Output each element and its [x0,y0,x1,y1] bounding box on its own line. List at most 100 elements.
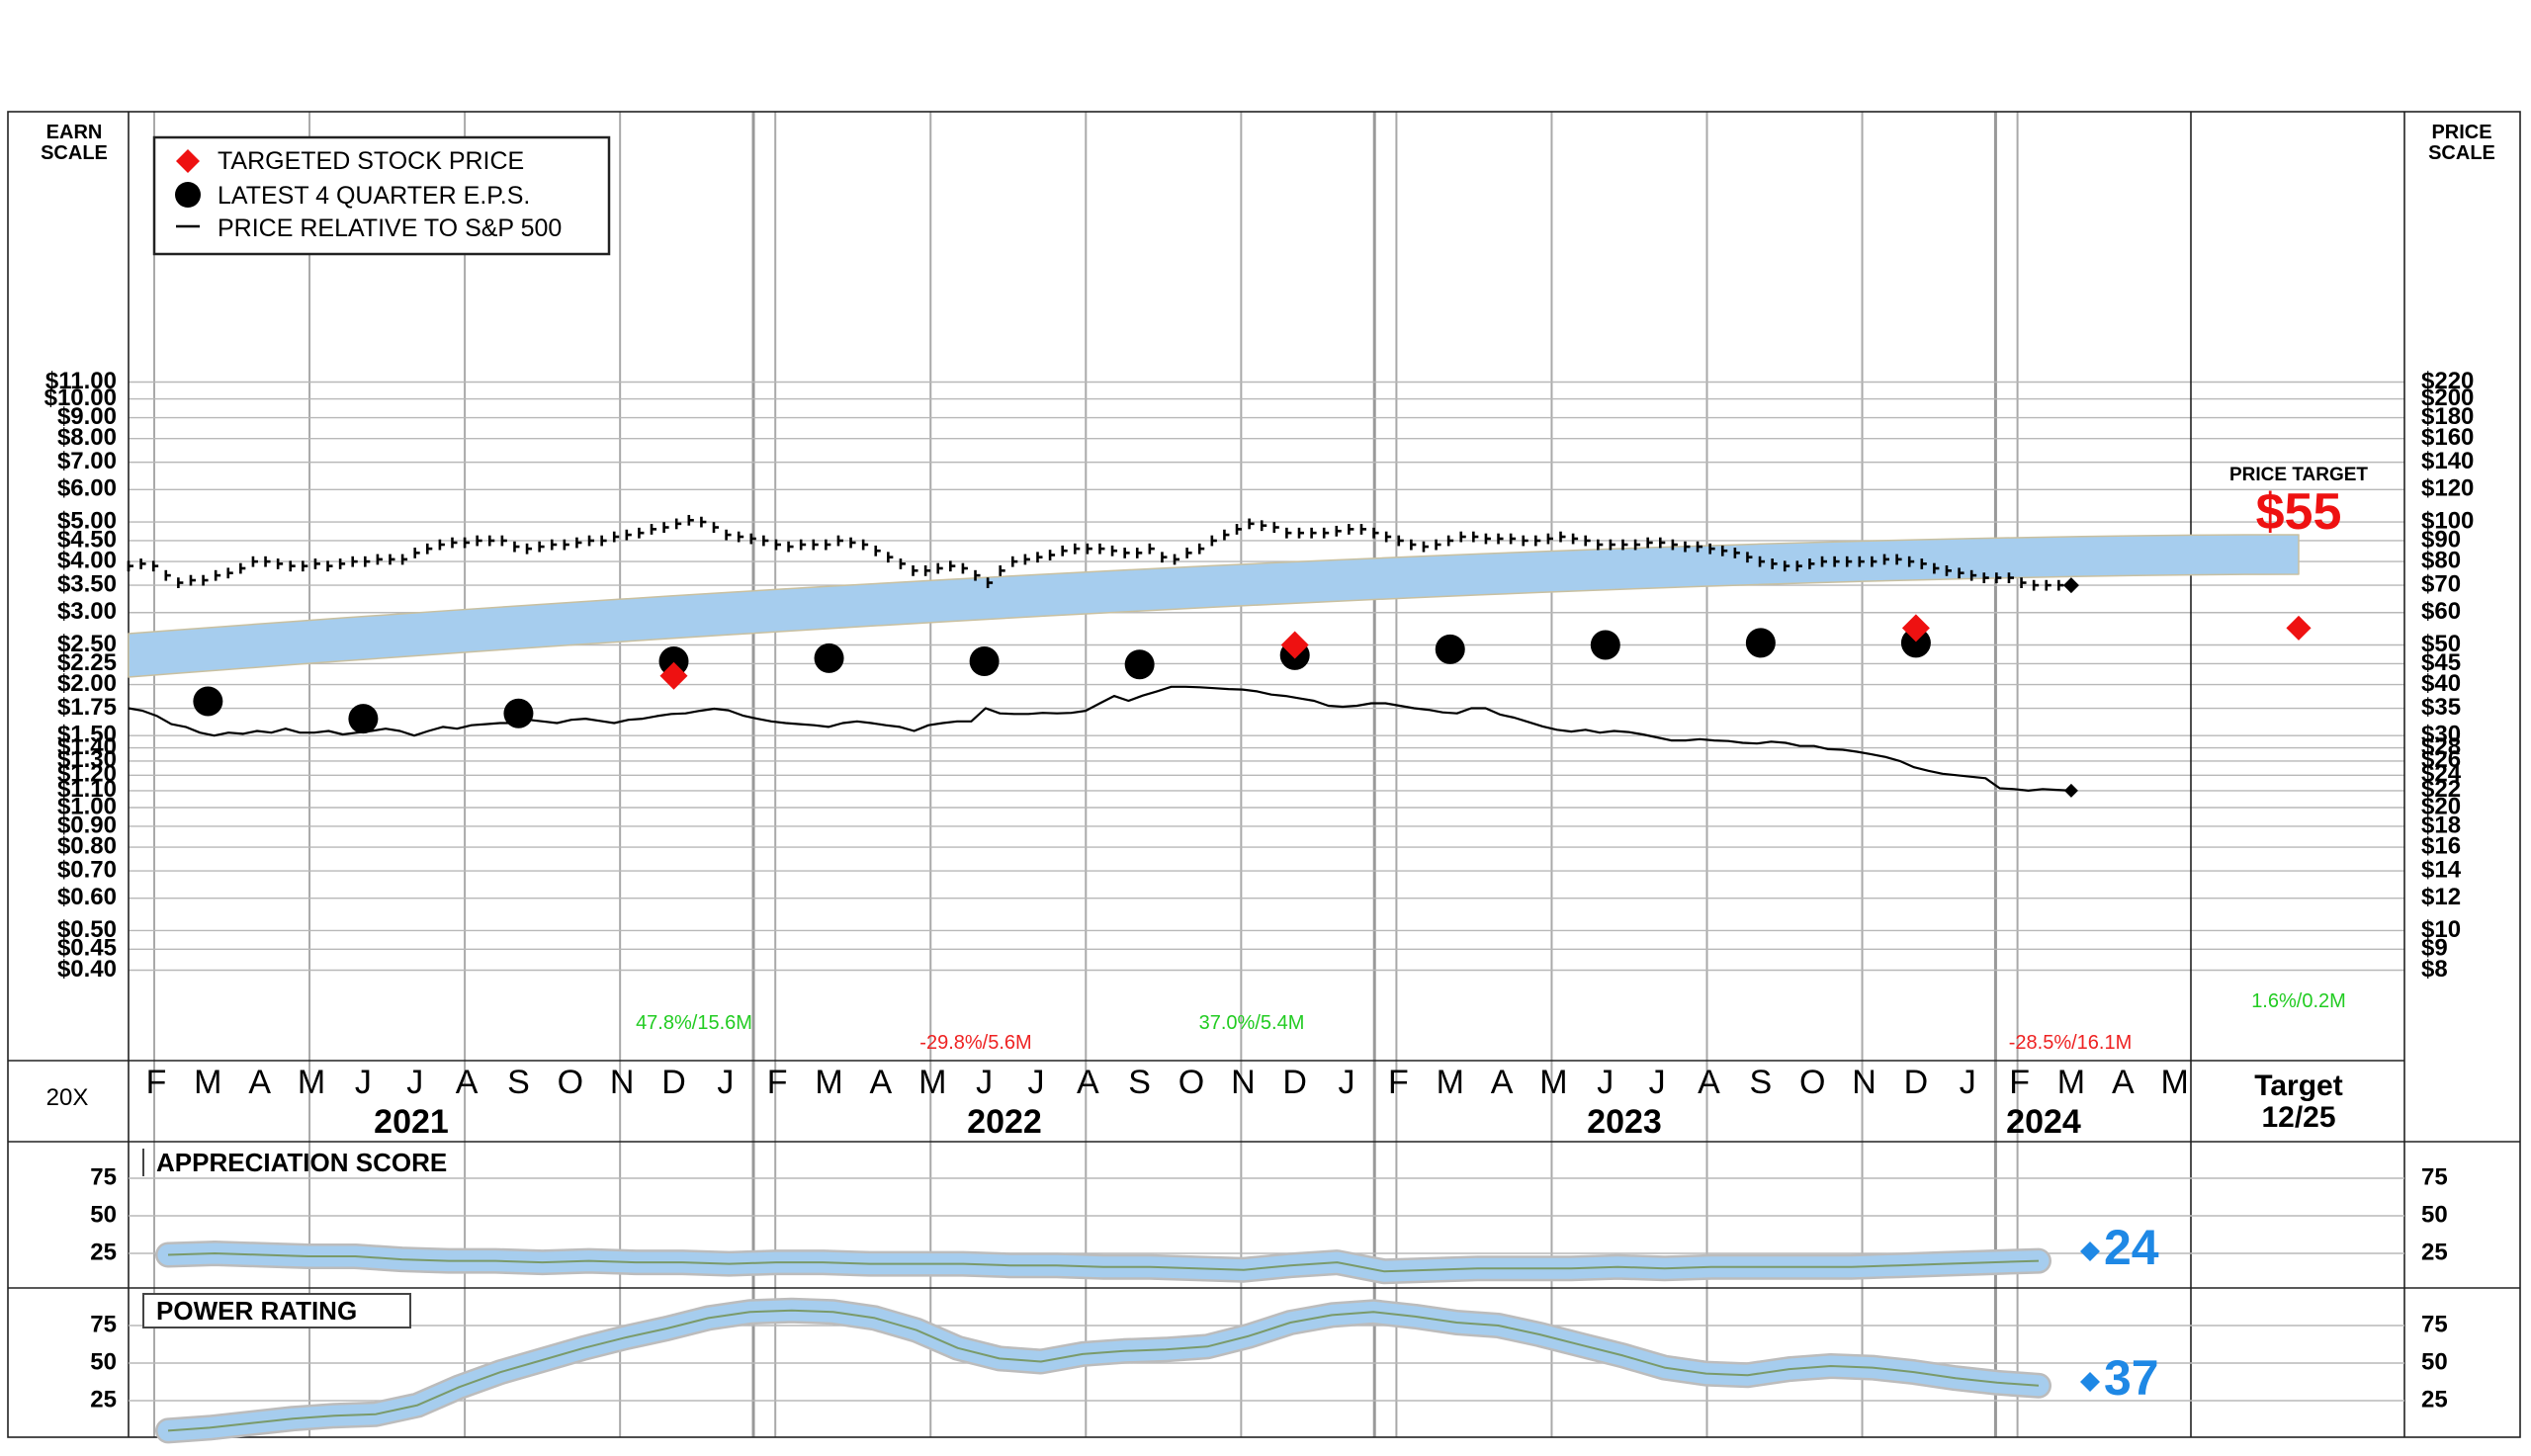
price-last-marker [2062,577,2079,594]
price-tick-label: $14 [2421,856,2462,883]
legend-target-label: TARGETED STOCK PRICE [218,147,524,175]
price-tick-label: $24 [2421,761,2462,788]
month-label: A [456,1064,479,1101]
earn-axis-ticks: $11.00$10.00$9.00$8.00$7.00$6.00$5.00$4.… [44,368,117,983]
earn-tick-label: $1.10 [57,776,117,803]
price-tick-label: $18 [2421,812,2461,838]
power-current-value: 37 [2104,1350,2159,1406]
eps-point [658,646,689,677]
earn-tick-label: $2.25 [57,649,117,676]
price-tick-label: $10 [2421,916,2461,943]
earn-tick-label: $2.00 [57,670,117,697]
month-label: M [2160,1064,2188,1101]
year-label: 2023 [1587,1103,1662,1141]
month-label: J [976,1064,993,1101]
price-scale-line-1: PRICE [2431,122,2491,143]
panel-right-tick: 75 [2421,1163,2448,1190]
month-label: A [870,1064,893,1101]
price-scale-label: PRICE SCALE [2428,122,2495,164]
earn-tick-label: $0.70 [57,856,117,883]
month-label: J [1597,1064,1614,1101]
month-label: O [558,1064,583,1101]
earn-scale-line-2: SCALE [41,142,108,164]
price-tick-label: $22 [2421,776,2461,803]
month-label: A [1491,1064,1514,1101]
price-tick-label: $16 [2421,832,2461,859]
month-label: J [1027,1064,1044,1101]
year-labels: 2021 2022 2023 2024 [374,1103,2081,1141]
price-tick-label: $200 [2421,385,2474,411]
eps-point [503,698,534,728]
volume-notes: 47.8%/15.6M -29.8%/5.6M 37.0%/5.4M -28.5%/1… [636,990,2346,1054]
earn-tick-label: $0.50 [57,916,117,943]
panel-left-tick: 75 [90,1163,117,1190]
earn-tick-label: $0.40 [57,956,117,983]
price-axis-ticks: $220$200$180$160$140$120 $100$90$80$70$60… [2421,368,2474,983]
month-label: N [1231,1064,1256,1101]
earn-tick-label: $0.90 [57,812,117,838]
pe-multiple-label: 20X [46,1084,89,1111]
power-title-box: POWER RATING [142,1293,411,1328]
earn-tick-label: $11.00 [45,368,117,394]
price-tick-label: $140 [2421,448,2474,474]
earn-tick-label: $1.75 [57,694,117,721]
price-target-value: $55 [2256,483,2342,541]
month-label: F [1388,1064,1409,1101]
year-label: 2024 [2006,1103,2081,1141]
price-tick-label: $70 [2421,570,2461,597]
chart-legend: TARGETED STOCK PRICE LATEST 4 QUARTER E.… [152,135,611,256]
month-label: O [1799,1064,1825,1101]
price-tick-label: $12 [2421,884,2461,910]
eps-point [969,646,1000,677]
appreciation-title-box: APPRECIATION SCORE [142,1148,447,1177]
month-label: J [406,1064,423,1101]
price-tick-label: $20 [2421,793,2461,819]
eps-point [814,642,844,673]
panel-right-tick: 25 [2421,1239,2448,1265]
relative-line [128,685,2071,792]
eps-point [1590,630,1620,660]
month-label: F [2009,1064,2030,1101]
power-line [167,1309,2040,1432]
target-marker [1280,631,1309,659]
legend-relative-label: PRICE RELATIVE TO S&P 500 [218,214,562,242]
month-label: J [1339,1064,1355,1101]
month-label: J [1960,1064,1976,1101]
month-label: M [194,1064,221,1101]
month-label: N [610,1064,635,1101]
price-tick-label: $8 [2421,956,2448,983]
price-bars [127,514,2079,594]
appreciation-line [167,1252,2040,1273]
month-label: A [2112,1064,2135,1101]
price-tick-label: $100 [2421,507,2474,534]
price-tick-label: $80 [2421,547,2461,573]
month-label: O [1178,1064,1204,1101]
price-tick-label: $35 [2421,694,2461,721]
appreciation-title: APPRECIATION SCORE [156,1148,447,1177]
earn-tick-label: $7.00 [57,448,117,474]
earn-tick-label: $1.30 [57,746,117,773]
price-tick-label: $60 [2421,598,2461,625]
month-label: J [1649,1064,1666,1101]
appreciation-score-panel: 75 75 50 50 25 25 [90,1163,2448,1285]
target-marker [2283,612,2314,643]
appreciation-current-value: 24 [2104,1220,2159,1275]
relative-strength-line [128,685,2078,798]
earn-tick-label: $0.80 [57,832,117,859]
power-current-marker [2080,1372,2100,1392]
month-label: S [1750,1064,1773,1101]
volume-note: 37.0%/5.4M [1199,1012,1305,1034]
volume-note: -28.5%/16.1M [2009,1032,2133,1054]
earn-tick-label: $1.50 [57,722,117,748]
price-tick-label: $180 [2421,403,2474,430]
panel-left-tick: 25 [90,1239,117,1265]
target-marker [659,661,688,690]
target-price-markers [659,612,2314,690]
year-label: 2022 [967,1103,1042,1141]
target-column-date: 12/25 [2261,1101,2335,1134]
month-label: A [1698,1064,1720,1101]
power-rating-panel: 75 75 50 50 25 25 [90,1297,2448,1444]
